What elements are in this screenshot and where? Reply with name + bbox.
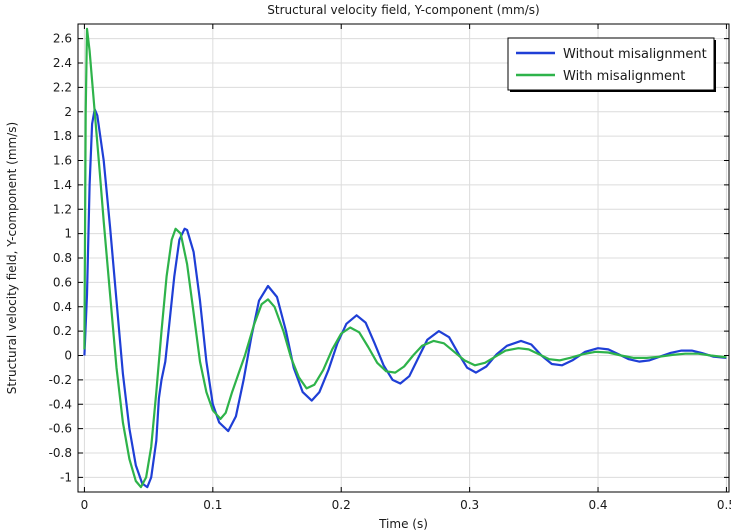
chart-title: Structural velocity field, Y-component (…: [267, 3, 539, 17]
y-tick-label: 2: [64, 105, 72, 119]
y-tick-label: 1.4: [53, 178, 72, 192]
legend-box: [507, 37, 715, 91]
legend-label: With misalignment: [563, 69, 685, 84]
y-tick-label: -0.8: [49, 446, 72, 460]
y-tick-label: 0.4: [53, 300, 72, 314]
y-tick-label: 0.6: [53, 275, 72, 289]
y-tick-label: 0: [64, 349, 72, 363]
x-tick-label: 0: [81, 498, 89, 512]
y-tick-label: -0.4: [49, 397, 72, 411]
axis-ticks: 0 0.1 0.2 0.3 0.4 0.5 -1 -0.8 -0.6 -0.4 -0.2 0 0.2 0.…: [49, 24, 731, 512]
y-tick-label: 0.2: [53, 324, 72, 338]
y-tick-label: 1: [64, 227, 72, 241]
y-tick-label: -1: [60, 470, 72, 484]
x-tick-label: 0.3: [460, 498, 479, 512]
y-tick-label: 2.4: [53, 56, 72, 70]
legend-label: Without misalignment: [563, 47, 707, 62]
plot-frame: [77, 23, 730, 493]
y-tick-label: 2.2: [53, 80, 72, 94]
y-tick-label: 1.2: [53, 202, 72, 216]
y-tick-label: 1.6: [53, 154, 72, 168]
series-layer: [83, 27, 727, 489]
x-tick-label: 0.1: [203, 498, 222, 512]
grid: [78, 24, 729, 492]
y-tick-label: 1.8: [53, 129, 72, 143]
x-axis-label: Time (s): [378, 517, 428, 531]
x-tick-label: 0.5: [717, 498, 731, 512]
y-tick-label: -0.2: [49, 373, 72, 387]
y-tick-label: -0.6: [49, 422, 72, 436]
legend: Without misalignment With misalignment: [507, 37, 716, 92]
y-tick-label: 0.8: [53, 251, 72, 265]
series-line-without-misalignment: [83, 108, 727, 489]
x-tick-label: 0.2: [332, 498, 351, 512]
x-tick-label: 0.4: [588, 498, 607, 512]
y-axis-label: Structural velocity field, Y-component (…: [5, 122, 19, 394]
y-tick-label: 2.6: [53, 32, 72, 46]
series-line-with-misalignment: [83, 27, 727, 489]
